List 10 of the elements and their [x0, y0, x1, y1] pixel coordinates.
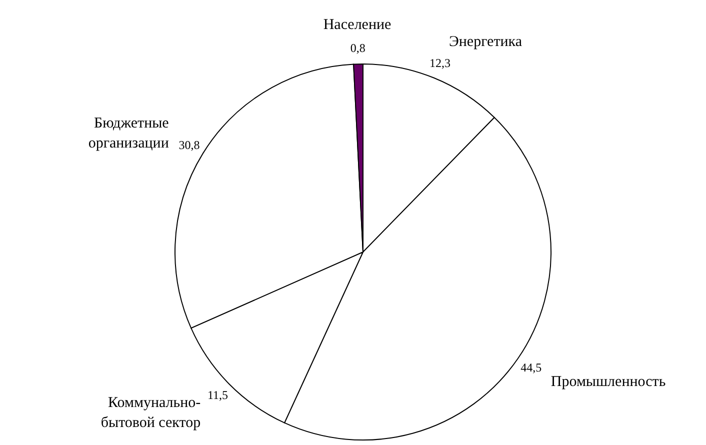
slice-label: Бюджетные организации [88, 115, 170, 152]
slice-label: Население [323, 17, 392, 34]
data-label: 44,5 [520, 360, 542, 375]
slice-label: Коммунально-бытовой сектор [100, 395, 201, 432]
data-label: 11,5 [207, 388, 228, 402]
slice-label: Энергетика [449, 34, 522, 50]
data-label: 0,8 [350, 41, 366, 56]
slice-label: Промышленность [550, 374, 666, 390]
data-label: 30,8 [178, 138, 200, 152]
data-label: 12,3 [429, 56, 450, 70]
